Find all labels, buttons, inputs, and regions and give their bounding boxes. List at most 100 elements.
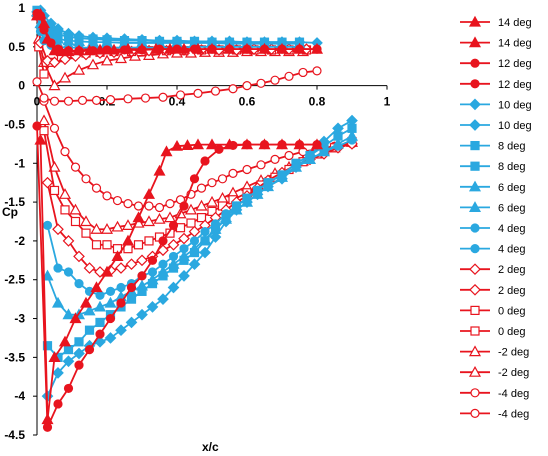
x-tick-label: 1 (384, 95, 391, 109)
data-point (193, 88, 203, 99)
data-point (105, 286, 116, 296)
data-point (290, 161, 302, 174)
legend-swatch-marker (470, 326, 480, 336)
data-point (86, 58, 100, 70)
data-point (105, 313, 116, 324)
data-point (168, 220, 179, 230)
series-line (43, 120, 353, 231)
data-point (123, 199, 133, 209)
legend-label: 0 deg (498, 326, 526, 338)
data-point (116, 298, 126, 308)
data-point (205, 42, 219, 54)
data-point (84, 325, 95, 335)
data-point (42, 422, 53, 432)
data-point (293, 138, 306, 150)
legend-swatch-marker (470, 58, 480, 68)
data-point (284, 150, 294, 161)
data-point (59, 53, 71, 66)
legend-entry: 4 deg (460, 244, 526, 256)
legend-entry: 14 deg (460, 36, 532, 50)
legend-swatch-marker (470, 223, 480, 233)
legend-entry: 12 deg (460, 58, 532, 70)
data-point (135, 42, 149, 54)
data-point (60, 205, 70, 215)
legend-entry: 0 deg (460, 326, 526, 338)
data-point (116, 282, 126, 293)
y-tick-label: -1 (14, 156, 25, 170)
data-point (90, 223, 103, 234)
data-point (69, 312, 82, 324)
legend-swatch-marker (470, 141, 480, 151)
data-point (121, 42, 135, 54)
data-point (115, 262, 127, 274)
data-point (52, 223, 64, 236)
series-14-deg (30, 7, 324, 57)
data-point (178, 269, 190, 282)
data-point (165, 199, 175, 209)
data-point (100, 54, 114, 66)
data-point (154, 202, 165, 213)
data-point (93, 300, 107, 312)
data-point (312, 66, 322, 76)
data-point (34, 7, 47, 19)
y-tick-label: -3 (14, 312, 25, 326)
data-point (111, 250, 124, 262)
data-point (83, 262, 96, 274)
y-tick-label: -4 (14, 389, 25, 403)
legend-label: 14 deg (498, 17, 532, 29)
data-point (256, 160, 266, 170)
data-point (95, 317, 105, 328)
data-point (242, 164, 252, 175)
data-point (48, 56, 61, 69)
data-point (101, 32, 113, 45)
data-point (136, 308, 148, 321)
data-point (133, 240, 144, 250)
data-point (293, 42, 306, 54)
data-point (191, 42, 205, 54)
series-10-deg (41, 114, 358, 403)
data-point (73, 30, 85, 42)
data-point (114, 52, 128, 64)
data-point (63, 383, 74, 394)
data-point (136, 254, 148, 267)
data-point (126, 294, 137, 304)
data-point (142, 215, 156, 227)
data-point (157, 293, 169, 305)
data-point (52, 367, 64, 379)
data-point (48, 44, 61, 56)
legend-label: 0 deg (498, 305, 526, 317)
data-point (52, 23, 64, 35)
data-point (51, 296, 65, 308)
data-point (158, 236, 168, 246)
data-point (310, 42, 324, 54)
data-point (132, 211, 145, 223)
data-point (146, 301, 159, 313)
data-point (345, 129, 359, 141)
data-point (111, 220, 124, 232)
data-point (42, 220, 53, 230)
data-point (270, 75, 280, 85)
data-point (199, 246, 211, 259)
data-point (147, 279, 158, 289)
data-point (137, 271, 147, 281)
data-point (189, 247, 200, 258)
legend-label: -4 deg (498, 408, 529, 420)
data-point (217, 174, 228, 184)
y-tick-label: 1 (18, 1, 25, 15)
legend-swatch-marker (469, 119, 481, 131)
data-point (34, 133, 47, 145)
data-point (83, 304, 96, 316)
data-point (62, 235, 75, 247)
data-point (177, 42, 191, 54)
data-point (317, 145, 331, 157)
legend-swatch-marker (470, 305, 480, 315)
series-line (46, 119, 353, 397)
y-axis-title: Cp (2, 205, 18, 219)
data-point (142, 188, 156, 199)
legend-entry: 6 deg (460, 201, 526, 214)
y-tick-label: 0.5 (8, 40, 25, 54)
legend-entry: 4 deg (460, 223, 526, 235)
data-point (242, 81, 252, 91)
y-tick-label: -3.5 (4, 350, 25, 364)
data-point (62, 27, 75, 40)
